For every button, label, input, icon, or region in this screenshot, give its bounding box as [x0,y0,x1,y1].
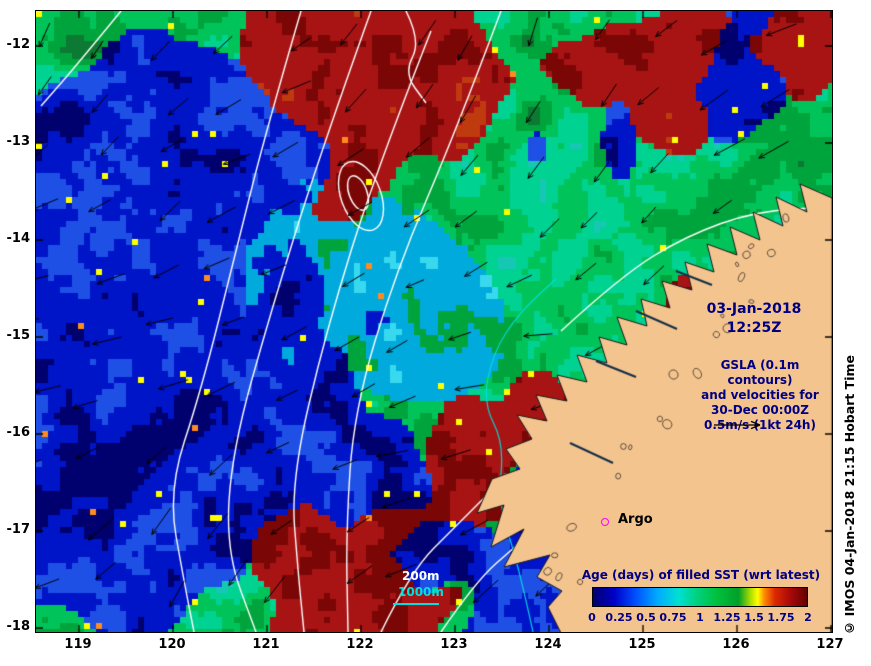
bathymetry-1000m-label: 1000m [398,585,444,599]
x-tick-label: 127 [816,637,844,652]
y-tick-label: -17 [6,522,31,537]
bathymetry-1000m-line-sample [393,603,439,605]
y-tick-label: -18 [6,619,31,634]
colorbar-tick-label: 2 [804,611,812,624]
colorbar-tick-label: 1 [696,611,704,624]
colorbar-tick-label: 0.25 [605,611,633,624]
gsla-note-line3: 30-Dec 00:00Z [711,403,809,417]
argo-float-marker-icon [601,518,609,526]
argo-label: Argo [618,512,653,527]
colorbar-tick-label: 0.75 [659,611,687,624]
colorbar-tick-label: 1.75 [767,611,795,624]
colorbar-tick-label: 1.25 [713,611,741,624]
y-tick-label: -14 [6,231,31,246]
datetime-annotation: 03-Jan-2018 12:25Z [688,300,820,338]
gsla-note-line1: GSLA (0.1m contours) [720,358,800,387]
x-tick-label: 121 [252,637,280,652]
datetime-date: 03-Jan-2018 [706,301,802,317]
y-tick-label: -16 [6,425,31,440]
x-tick-label: 123 [440,637,468,652]
colorbar-title: Age (days) of filled SST (wrt latest) [581,568,821,582]
colorbar-tick-label: 0 [588,611,596,624]
colorbar-gradient [592,587,808,607]
colorbar-tick-label: 1.5 [744,611,764,624]
x-tick-label: 119 [64,637,92,652]
colorbar-tick-label: 0.5 [636,611,656,624]
map-canvas [35,10,833,633]
x-tick-label: 125 [628,637,656,652]
x-tick-label: 120 [158,637,186,652]
bathymetry-200m-label: 200m [402,569,440,583]
x-tick-label: 126 [722,637,750,652]
x-tick-label: 124 [534,637,562,652]
datetime-time: 12:25Z [726,320,782,336]
x-tick-label: 122 [346,637,374,652]
copyright-credit: © IMOS 04-Jan-2018 21:15 Hobart Time [842,355,857,636]
y-tick-label: -15 [6,328,31,343]
velocity-scale-arrow-icon [714,420,761,430]
gsla-note-line2: and velocities for [701,388,819,402]
y-tick-label: -13 [6,134,31,149]
y-tick-label: -12 [6,37,31,52]
